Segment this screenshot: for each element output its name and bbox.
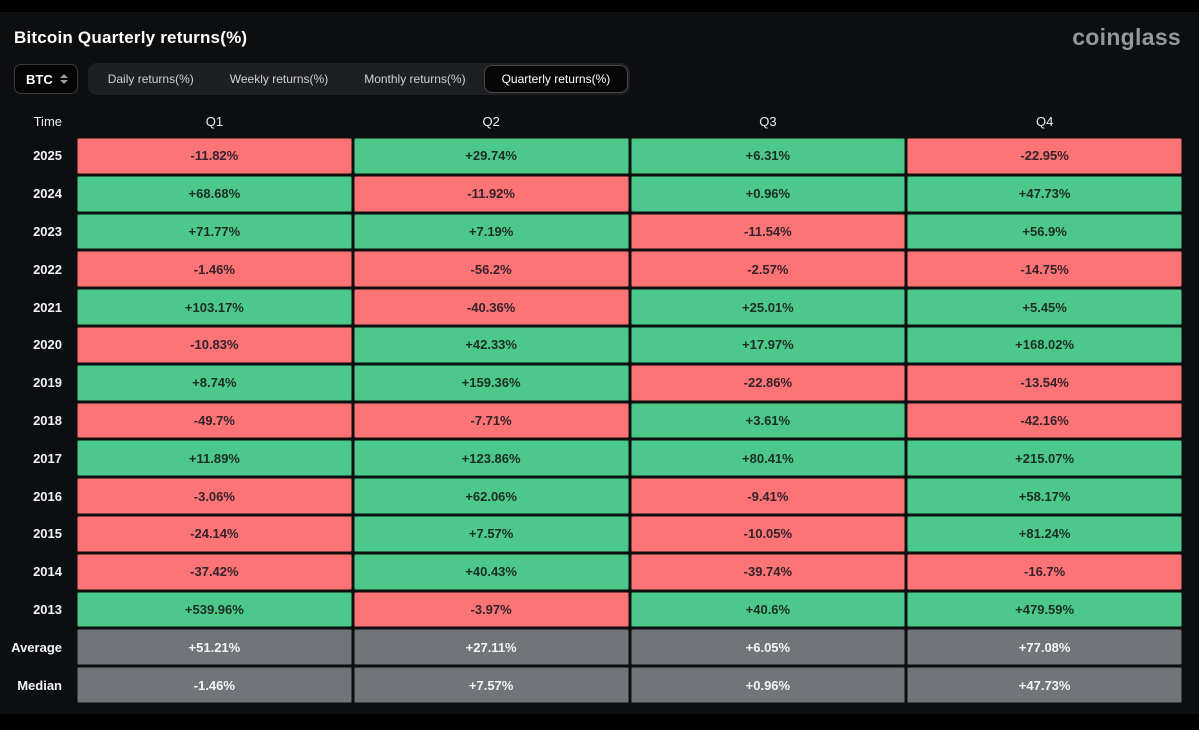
row-label-2022: 2022 — [33, 261, 62, 277]
return-cell: +539.96% — [77, 591, 352, 628]
row-label-2016: 2016 — [33, 488, 62, 504]
return-cell: -1.46% — [77, 251, 352, 288]
symbol-select-value: BTC — [26, 71, 53, 87]
row-label-2018: 2018 — [33, 412, 62, 428]
return-cell: -2.57% — [630, 251, 906, 288]
row-label-2014: 2014 — [33, 564, 62, 580]
quarter-column-header: Q3 — [759, 113, 777, 129]
return-cell: +68.68% — [77, 175, 352, 212]
return-cell: +47.73% — [907, 667, 1182, 703]
return-cell: -22.95% — [907, 138, 1182, 174]
row-label-2020: 2020 — [33, 337, 62, 353]
return-cell: +51.21% — [77, 629, 352, 666]
return-cell: -11.92% — [353, 175, 629, 212]
return-cell: +58.17% — [907, 478, 1182, 514]
return-cell: +71.77% — [77, 213, 352, 250]
quarter-column-header: Q2 — [482, 113, 500, 129]
bottom-strip — [0, 714, 1199, 730]
return-cell: -49.7% — [77, 402, 352, 439]
row-label-average: Average — [11, 639, 62, 655]
tab-monthly-returns[interactable]: Monthly returns(%) — [364, 72, 466, 86]
return-cell: +81.24% — [907, 515, 1182, 552]
row-label-2013: 2013 — [33, 601, 62, 617]
return-cell: +123.86% — [353, 440, 629, 477]
title-bar: Bitcoin Quarterly returns(%) coinglass — [0, 12, 1199, 59]
return-cell: +6.31% — [630, 138, 906, 174]
return-cell: +77.08% — [907, 629, 1182, 666]
returns-grid: Time Q1 Q2 Q3 Q4 2025 -11.82% +29.74% +6.31% -22.… — [0, 105, 1183, 704]
return-cell: +103.17% — [77, 289, 352, 325]
row-label-2015: 2015 — [33, 526, 62, 542]
return-cell: +25.01% — [630, 289, 906, 325]
return-cell: +11.89% — [77, 440, 352, 477]
return-cell: -11.54% — [630, 213, 906, 250]
return-cell: +6.05% — [630, 629, 906, 666]
return-cell: +8.74% — [77, 364, 352, 401]
return-cell: +7.57% — [353, 667, 629, 703]
return-cell: -39.74% — [630, 553, 906, 590]
tab-quarterly-returns[interactable]: Quarterly returns(%) — [483, 65, 629, 93]
return-cell: -9.41% — [630, 478, 906, 514]
return-cell: +5.45% — [907, 289, 1182, 325]
tab-weekly-returns[interactable]: Weekly returns(%) — [229, 72, 329, 86]
return-cell: +62.06% — [353, 478, 629, 514]
return-cell: +168.02% — [907, 326, 1182, 363]
return-cell: -1.46% — [77, 667, 352, 703]
return-cell: +47.73% — [907, 175, 1182, 212]
return-cell: -11.82% — [77, 138, 352, 174]
return-cell: -7.71% — [353, 402, 629, 439]
return-cell: -37.42% — [77, 553, 352, 590]
row-label-2021: 2021 — [33, 299, 62, 315]
row-label-2024: 2024 — [33, 186, 62, 202]
return-cell: +0.96% — [630, 667, 906, 703]
return-cell: +27.11% — [353, 629, 629, 666]
return-cell: +7.19% — [353, 213, 629, 250]
return-cell: +3.61% — [630, 402, 906, 439]
return-cell: +17.97% — [630, 326, 906, 363]
return-cell: +7.57% — [353, 515, 629, 552]
return-cell: +29.74% — [353, 138, 629, 174]
row-label-2017: 2017 — [33, 450, 62, 466]
symbol-select[interactable]: BTC — [14, 64, 78, 94]
return-cell: +159.36% — [353, 364, 629, 401]
quarter-column-header: Q4 — [1035, 113, 1054, 129]
time-column-header: Time — [33, 113, 62, 129]
return-cell: -56.2% — [353, 251, 629, 288]
return-cell: +215.07% — [907, 440, 1182, 477]
coinglass-logo: coinglass — [1072, 24, 1181, 50]
row-label-2023: 2023 — [33, 223, 62, 239]
quarter-column-header: Q1 — [205, 113, 224, 129]
return-cell: +42.33% — [353, 326, 629, 363]
returns-tabs: Daily returns(%) Weekly returns(%) Monthly… — [87, 63, 631, 95]
chevron-updown-icon — [59, 74, 68, 84]
return-cell: -14.75% — [907, 251, 1182, 288]
return-cell: +80.41% — [630, 440, 906, 477]
tab-daily-returns[interactable]: Daily returns(%) — [107, 72, 194, 86]
return-cell: +479.59% — [907, 591, 1182, 628]
row-label-2025: 2025 — [33, 148, 62, 164]
return-cell: -3.06% — [77, 478, 352, 514]
row-label-median: Median — [17, 677, 62, 693]
return-cell: -22.86% — [630, 364, 906, 401]
page-title: Bitcoin Quarterly returns(%) — [14, 27, 248, 47]
row-label-2019: 2019 — [33, 375, 62, 391]
return-cell: +0.96% — [630, 175, 906, 212]
return-cell: -10.83% — [77, 326, 352, 363]
return-cell: -10.05% — [630, 515, 906, 552]
return-cell: +56.9% — [907, 213, 1182, 250]
return-cell: -24.14% — [77, 515, 352, 552]
return-cell: -13.54% — [907, 364, 1182, 401]
return-cell: -16.7% — [907, 553, 1182, 590]
return-cell: -42.16% — [907, 402, 1182, 439]
controls-bar: BTC Daily returns(%) Weekly returns(%) Mon… — [14, 63, 1185, 95]
return-cell: -3.97% — [353, 591, 629, 628]
return-cell: +40.6% — [630, 591, 906, 628]
return-cell: +40.43% — [353, 553, 629, 590]
top-strip — [0, 0, 1199, 12]
return-cell: -40.36% — [353, 289, 629, 325]
